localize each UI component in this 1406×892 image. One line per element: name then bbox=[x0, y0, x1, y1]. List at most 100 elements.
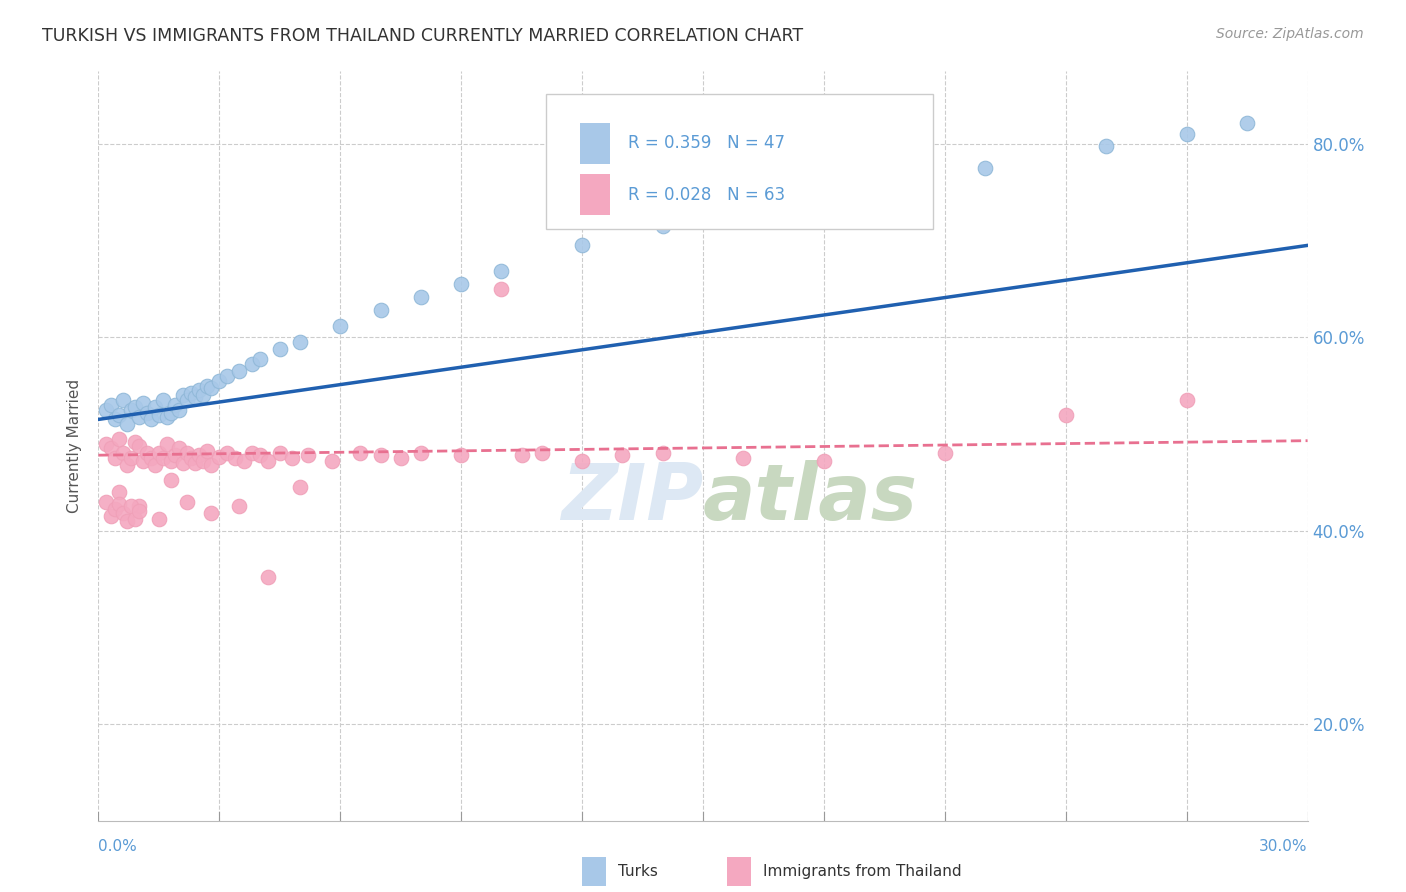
Point bbox=[184, 456, 207, 470]
Point bbox=[143, 458, 166, 472]
Point bbox=[120, 402, 142, 417]
FancyBboxPatch shape bbox=[546, 94, 932, 228]
Point bbox=[281, 451, 304, 466]
Point bbox=[172, 388, 194, 402]
Point bbox=[128, 409, 150, 424]
Point bbox=[100, 398, 122, 412]
Point bbox=[148, 446, 170, 460]
Y-axis label: Currently Married: Currently Married bbox=[67, 379, 83, 513]
Point bbox=[269, 446, 291, 460]
Point bbox=[491, 282, 513, 296]
Point bbox=[103, 502, 125, 516]
Bar bbox=[579, 123, 610, 164]
Point bbox=[571, 238, 593, 252]
Point bbox=[1175, 127, 1198, 141]
Point bbox=[180, 451, 202, 466]
Point bbox=[128, 500, 150, 514]
Point bbox=[180, 386, 202, 401]
Point bbox=[217, 368, 239, 383]
Point bbox=[249, 448, 271, 462]
Point bbox=[200, 458, 222, 472]
Point bbox=[132, 454, 155, 468]
Point bbox=[176, 494, 198, 508]
Point bbox=[193, 388, 215, 402]
Point bbox=[120, 451, 142, 466]
Point bbox=[160, 454, 183, 468]
Point bbox=[200, 506, 222, 520]
Point bbox=[120, 500, 142, 514]
Point bbox=[1054, 408, 1077, 422]
Bar bbox=[582, 857, 606, 886]
Text: R = 0.359   N = 47: R = 0.359 N = 47 bbox=[628, 135, 785, 153]
Point bbox=[288, 480, 311, 494]
Point bbox=[160, 473, 183, 487]
Point bbox=[107, 408, 129, 422]
Point bbox=[148, 512, 170, 526]
Point bbox=[163, 448, 186, 462]
Point bbox=[176, 446, 198, 460]
Point bbox=[124, 434, 146, 449]
Point bbox=[188, 448, 211, 462]
Point bbox=[167, 442, 190, 456]
Text: Source: ZipAtlas.com: Source: ZipAtlas.com bbox=[1216, 27, 1364, 41]
Point bbox=[193, 454, 215, 468]
Point bbox=[139, 451, 162, 466]
Point bbox=[389, 451, 412, 466]
Point bbox=[651, 446, 673, 460]
Point bbox=[148, 408, 170, 422]
Point bbox=[288, 334, 311, 349]
Point bbox=[111, 506, 134, 520]
Point bbox=[115, 458, 138, 472]
Point bbox=[132, 396, 155, 410]
Point bbox=[297, 448, 319, 462]
Text: R = 0.028   N = 63: R = 0.028 N = 63 bbox=[628, 186, 785, 204]
Point bbox=[228, 500, 250, 514]
Point bbox=[172, 456, 194, 470]
Point bbox=[893, 173, 915, 187]
Point bbox=[103, 412, 125, 426]
Point bbox=[208, 374, 231, 388]
Text: 0.0%: 0.0% bbox=[98, 839, 138, 855]
Text: Immigrants from Thailand: Immigrants from Thailand bbox=[763, 864, 962, 880]
Point bbox=[96, 436, 118, 450]
Point bbox=[249, 351, 271, 366]
Point bbox=[200, 380, 222, 394]
Point bbox=[571, 454, 593, 468]
Point bbox=[269, 342, 291, 356]
Point bbox=[321, 454, 343, 468]
Text: TURKISH VS IMMIGRANTS FROM THAILAND CURRENTLY MARRIED CORRELATION CHART: TURKISH VS IMMIGRANTS FROM THAILAND CURR… bbox=[42, 27, 803, 45]
Point bbox=[135, 446, 157, 460]
Bar bbox=[727, 857, 751, 886]
Point bbox=[733, 202, 755, 217]
Point bbox=[651, 219, 673, 233]
Point bbox=[370, 448, 392, 462]
Point bbox=[107, 484, 129, 499]
Point bbox=[184, 390, 207, 404]
Text: ZIP: ZIP bbox=[561, 460, 703, 536]
Point bbox=[111, 446, 134, 460]
Point bbox=[115, 417, 138, 432]
Point bbox=[240, 446, 263, 460]
Point bbox=[124, 400, 146, 414]
Point bbox=[370, 303, 392, 318]
Point bbox=[107, 432, 129, 446]
Point bbox=[135, 406, 157, 420]
Point bbox=[450, 448, 472, 462]
Point bbox=[167, 402, 190, 417]
Point bbox=[195, 378, 218, 392]
Point bbox=[224, 451, 246, 466]
Text: 30.0%: 30.0% bbox=[1260, 839, 1308, 855]
Text: Turks: Turks bbox=[619, 864, 658, 880]
Point bbox=[152, 393, 174, 408]
Point bbox=[217, 446, 239, 460]
Point bbox=[128, 504, 150, 518]
Point bbox=[176, 393, 198, 408]
Point bbox=[974, 161, 997, 175]
Point bbox=[124, 512, 146, 526]
Point bbox=[409, 446, 432, 460]
Point bbox=[349, 446, 371, 460]
Text: atlas: atlas bbox=[703, 460, 918, 536]
Point bbox=[256, 454, 278, 468]
Point bbox=[491, 264, 513, 278]
Point bbox=[530, 446, 553, 460]
